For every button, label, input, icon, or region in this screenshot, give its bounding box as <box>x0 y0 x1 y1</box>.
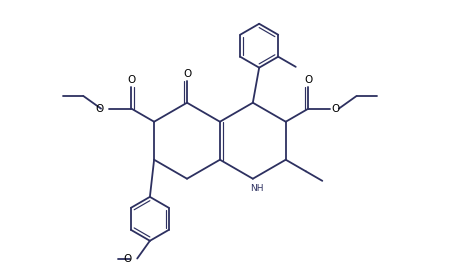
Text: O: O <box>332 104 340 114</box>
Text: O: O <box>96 104 104 114</box>
Text: O: O <box>127 75 136 85</box>
Text: O: O <box>183 69 191 79</box>
Text: O: O <box>304 75 313 85</box>
Text: O: O <box>123 254 132 263</box>
Text: NH: NH <box>250 183 264 192</box>
